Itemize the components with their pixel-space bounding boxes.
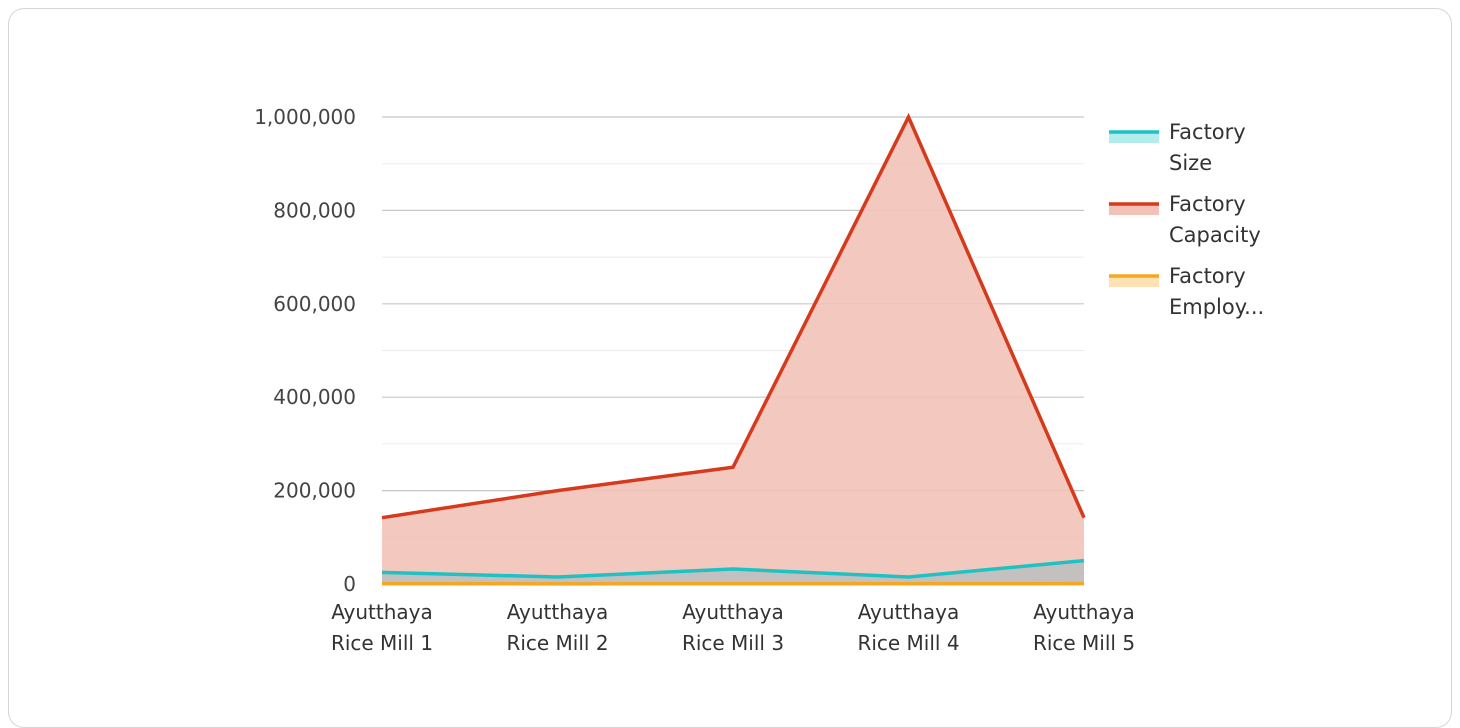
y-tick-label: 800,000 — [273, 198, 356, 222]
y-tick-label: 1,000,000 — [254, 105, 356, 129]
y-tick-label: 200,000 — [273, 479, 356, 503]
y-axis-ticks: 0 200,000 400,000 600,000 800,000 1,000,000 — [254, 105, 356, 596]
y-tick-label: 0 — [343, 572, 356, 596]
y-tick-label: 600,000 — [273, 292, 356, 316]
y-tick-label: 400,000 — [273, 385, 356, 409]
area-chart: 0 200,000 400,000 600,000 800,000 1,000,000 A… — [0, 0, 1460, 702]
